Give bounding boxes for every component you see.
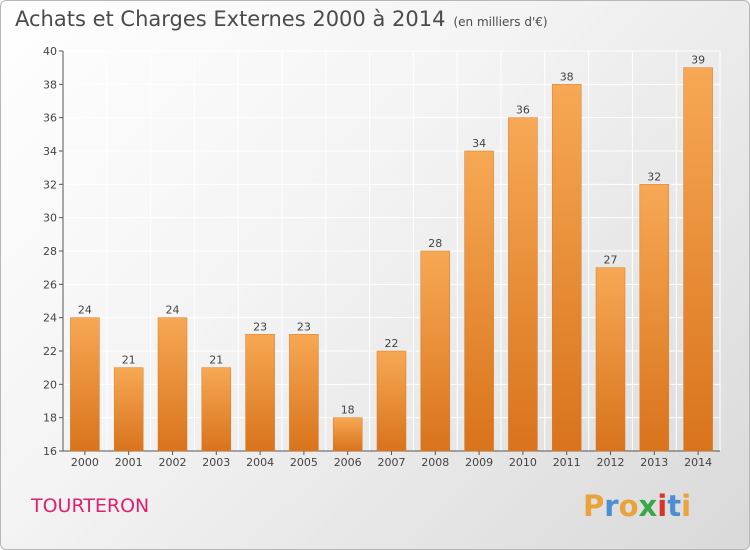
y-tick-label: 34 [43,145,57,158]
bar [420,250,451,452]
y-tick-label: 40 [43,45,57,58]
logo-letter: t [667,489,682,523]
logo-letter: i [681,489,692,523]
y-tick-label: 36 [43,112,57,125]
y-tick-label: 18 [43,412,57,425]
x-tick-label: 2003 [202,456,230,469]
bar [201,367,232,452]
bar [464,150,494,452]
y-tick-label: 16 [43,445,57,458]
data-label: 36 [516,104,530,117]
data-label: 32 [647,170,661,183]
data-label: 34 [472,137,486,150]
x-tick-label: 2013 [640,456,668,469]
chart-title: Achats et Charges Externes 2000 à 2014 [15,7,446,31]
y-tick-label: 32 [43,178,57,191]
data-label: 27 [604,254,618,267]
bar [332,417,363,452]
bar [595,267,626,452]
logo-letter: P [583,489,605,523]
logo-letter: r [604,489,619,523]
y-tick-label: 20 [43,378,57,391]
data-label: 24 [166,304,180,317]
label-layer: 24 21 24 21 23 23 18 22 28 34 36 38 27 32 39 [78,54,705,417]
data-label: 18 [341,404,355,417]
data-label: 21 [122,354,136,367]
logo-letter: i [657,489,668,523]
data-label: 24 [78,304,92,317]
data-label: 28 [428,237,442,250]
bar [508,117,538,452]
logo-letter: o [618,489,639,523]
bar [551,84,582,452]
y-tick-label: 28 [43,245,57,258]
data-label: 38 [560,70,574,83]
x-tick-label: 2008 [421,456,449,469]
bar [157,317,188,452]
y-tick-label: 22 [43,345,57,358]
x-tick-label: 2000 [71,456,99,469]
x-tick-label: 2005 [290,456,318,469]
x-tick-label: 2004 [246,456,274,469]
y-tick-label: 26 [43,278,57,291]
commune-name: TOURTERON [31,495,150,517]
data-label: 22 [385,337,399,350]
data-label: 23 [253,320,267,333]
x-tick-label: 2014 [684,456,712,469]
data-label: 39 [691,54,705,67]
y-tick-label: 38 [43,78,57,91]
bar [70,317,100,452]
x-tick-label: 2010 [509,456,537,469]
data-label: 21 [209,354,223,367]
x-tick-label: 2009 [465,456,493,469]
x-tick-label: 2006 [334,456,362,469]
chart-title-block: Achats et Charges Externes 2000 à 2014 (e… [15,7,548,31]
bar [639,184,670,452]
bar [289,334,319,452]
chart-unit: (en milliers d'€) [453,15,548,29]
logo-letter: x [638,489,658,523]
bar [113,367,144,452]
proxiti-logo[interactable]: Proxiti [583,489,691,523]
bar [245,334,275,452]
x-tick-label: 2011 [553,456,581,469]
data-label: 23 [297,320,311,333]
x-tick-label: 2007 [378,456,406,469]
bar [376,350,407,452]
bar-layer [70,67,713,452]
bar [683,67,713,452]
x-tick-label: 2001 [115,456,143,469]
y-tick-label: 30 [43,212,57,225]
x-tick-label: 2012 [597,456,625,469]
y-tick-label: 24 [43,312,57,325]
x-tick-label: 2002 [159,456,187,469]
